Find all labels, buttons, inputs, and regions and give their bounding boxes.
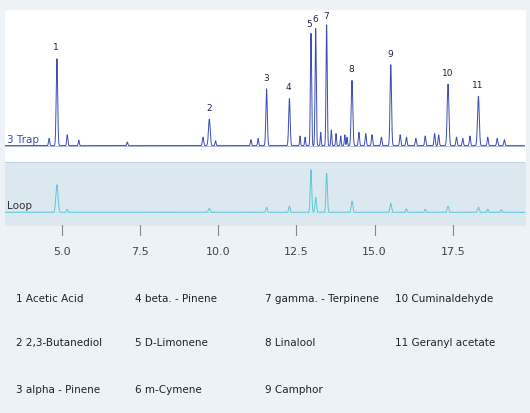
Text: 15.0: 15.0 — [362, 247, 387, 257]
Text: 3 alpha - Pinene: 3 alpha - Pinene — [16, 385, 100, 395]
Text: 8 Linalool: 8 Linalool — [265, 338, 315, 348]
Text: 8: 8 — [349, 65, 354, 74]
Text: 10.0: 10.0 — [206, 247, 231, 257]
Text: 3 Trap: 3 Trap — [7, 135, 39, 145]
Text: 7 gamma. - Terpinene: 7 gamma. - Terpinene — [265, 294, 379, 304]
Text: 10: 10 — [441, 69, 453, 78]
Text: 1 Acetic Acid: 1 Acetic Acid — [16, 294, 83, 304]
Text: 7: 7 — [323, 12, 329, 21]
Text: 5 D-Limonene: 5 D-Limonene — [135, 338, 208, 348]
Text: Loop: Loop — [7, 201, 32, 211]
Text: 5: 5 — [306, 20, 312, 29]
Text: 17.5: 17.5 — [440, 247, 465, 257]
Text: 10 Cuminaldehyde: 10 Cuminaldehyde — [395, 294, 493, 304]
Text: 9: 9 — [387, 50, 393, 59]
Text: 3: 3 — [263, 74, 269, 83]
Text: 1: 1 — [54, 43, 59, 52]
Text: 11: 11 — [472, 81, 483, 90]
Text: 6: 6 — [312, 15, 318, 24]
Text: 5.0: 5.0 — [53, 247, 70, 257]
Text: 2: 2 — [206, 104, 211, 113]
Text: 6 m-Cymene: 6 m-Cymene — [135, 385, 202, 395]
Text: 4 beta. - Pinene: 4 beta. - Pinene — [135, 294, 217, 304]
Text: 7.5: 7.5 — [131, 247, 149, 257]
Text: 4: 4 — [286, 83, 292, 93]
Text: 12.5: 12.5 — [284, 247, 308, 257]
Text: 9 Camphor: 9 Camphor — [265, 385, 323, 395]
Text: 2 2,3-Butanediol: 2 2,3-Butanediol — [16, 338, 102, 348]
Text: 11 Geranyl acetate: 11 Geranyl acetate — [395, 338, 495, 348]
